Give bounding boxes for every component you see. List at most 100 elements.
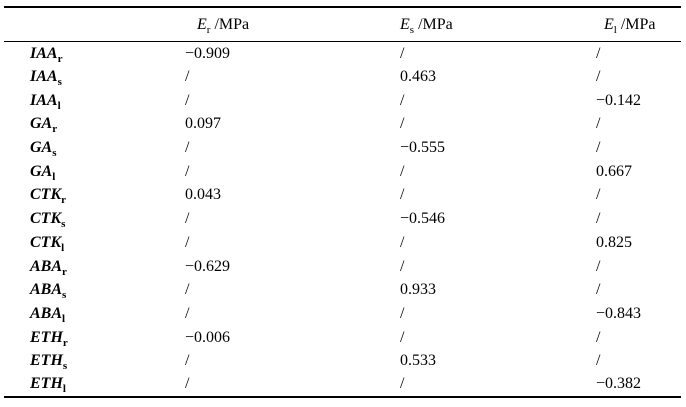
row-label-subscript: r [62, 336, 68, 349]
cell-es: / [400, 304, 405, 322]
cell-er: / [185, 281, 190, 299]
cell-el: / [596, 328, 601, 346]
row-label-subscript: l [62, 313, 66, 326]
row-label: GAs [4, 136, 185, 160]
row-label: IAAl [4, 89, 185, 113]
cell-er: / [185, 210, 190, 228]
row-label: CTKs [4, 207, 185, 231]
row-label: GAr [4, 113, 185, 137]
cell-er: / [185, 68, 190, 86]
table-row: CTKl / / 0.825 [4, 231, 681, 255]
row-label-subscript: s [62, 360, 68, 373]
row-label-base: ABA [30, 304, 63, 322]
row-label-base: ETH [30, 352, 63, 370]
cell-el: / [596, 352, 601, 370]
row-label-subscript: s [57, 76, 62, 89]
cell-el: 0.667 [596, 162, 632, 180]
cell-er: / [185, 233, 190, 251]
cell-el: / [596, 139, 601, 157]
row-label-subscript: l [52, 170, 56, 183]
row-label-base: ABA [30, 281, 63, 299]
row-label-subscript: s [52, 147, 57, 160]
cell-es: 0.933 [400, 281, 436, 299]
header-col-el: El /MPa [596, 7, 681, 42]
cell-er: 0.043 [185, 186, 221, 204]
row-label-base: CTK [30, 233, 62, 251]
table-row: CTKs / −0.546 / [4, 207, 681, 231]
table-row: ETHr −0.006 / / [4, 326, 681, 350]
cell-el: −0.142 [596, 91, 642, 109]
header-col-er: Er /MPa [185, 7, 400, 42]
header-el-unit: /MPa [616, 15, 656, 33]
table-row: CTKr 0.043 / / [4, 184, 681, 208]
row-label: CTKr [4, 184, 185, 208]
cell-el: 0.825 [596, 233, 632, 251]
cell-es: −0.546 [400, 210, 446, 228]
row-label-base: ETH [30, 328, 63, 346]
cell-er: / [185, 91, 190, 109]
cell-es: / [400, 375, 405, 393]
row-label: ABAs [4, 278, 185, 302]
row-label: ABAl [4, 302, 185, 326]
table-row: ABAs / 0.933 / [4, 278, 681, 302]
cell-es: / [400, 257, 405, 275]
header-empty-cell [4, 7, 185, 42]
row-label-subscript: s [61, 218, 66, 231]
row-label-base: CTK [30, 186, 62, 204]
cell-er: / [185, 375, 190, 393]
row-label-subscript: l [57, 99, 61, 112]
cell-es: 0.533 [400, 352, 436, 370]
header-el-subscript: l [613, 23, 617, 36]
correlation-table: Er /MPa Es /MPa El /MPa IAAr −0.909 / / … [4, 6, 681, 398]
row-label-subscript: r [62, 265, 67, 278]
cell-el: / [596, 68, 601, 86]
row-label-subscript: r [61, 194, 67, 207]
cell-es: / [400, 91, 405, 109]
table-row: GAs / −0.555 / [4, 136, 681, 160]
row-label-base: IAA [30, 68, 58, 86]
header-es-subscript: s [409, 23, 415, 36]
header-es-unit: /MPa [414, 15, 453, 33]
cell-el: −0.843 [596, 304, 642, 322]
table-row: IAAs / 0.463 / [4, 65, 681, 89]
row-label-base: GA [30, 162, 53, 180]
header-er-subscript: r [206, 23, 211, 36]
cell-er: / [185, 162, 190, 180]
cell-er: 0.097 [185, 115, 221, 133]
cell-er: −0.909 [185, 44, 231, 62]
header-col-es: Es /MPa [400, 7, 596, 42]
table-body: IAAr −0.909 / / IAAs / 0.463 / IAAl / / … [4, 42, 681, 397]
cell-es: −0.555 [400, 139, 446, 157]
cell-es: / [400, 186, 405, 204]
row-label: IAAs [4, 65, 185, 89]
cell-er: −0.006 [185, 328, 231, 346]
table-row: IAAl / / −0.142 [4, 89, 681, 113]
cell-es: 0.463 [400, 68, 436, 86]
cell-el: / [596, 257, 601, 275]
cell-el: −0.382 [596, 375, 642, 393]
row-label: ETHr [4, 326, 185, 350]
row-label: ETHl [4, 373, 185, 397]
table-row: GAl / / 0.667 [4, 160, 681, 184]
row-label: IAAr [4, 42, 185, 66]
row-label-base: IAA [30, 91, 58, 109]
cell-es: / [400, 44, 405, 62]
cell-es: / [400, 233, 405, 251]
table-row: ABAl / / −0.843 [4, 302, 681, 326]
header-el-symbol: E [604, 15, 614, 33]
cell-el: / [596, 281, 601, 299]
row-label-base: GA [30, 139, 53, 157]
row-label-base: CTK [30, 210, 62, 228]
cell-er: / [185, 304, 190, 322]
row-label-base: ABA [30, 257, 63, 275]
cell-er: −0.629 [185, 257, 231, 275]
row-label: ABAr [4, 255, 185, 279]
header-er-unit: /MPa [210, 15, 250, 33]
row-label-subscript: l [61, 242, 65, 255]
cell-el: / [596, 44, 601, 62]
paper-page: Er /MPa Es /MPa El /MPa IAAr −0.909 / / … [4, 6, 681, 398]
cell-el: / [596, 186, 601, 204]
table-row: ETHl / / −0.382 [4, 373, 681, 397]
cell-es: / [400, 328, 405, 346]
row-label-subscript: r [57, 52, 63, 65]
